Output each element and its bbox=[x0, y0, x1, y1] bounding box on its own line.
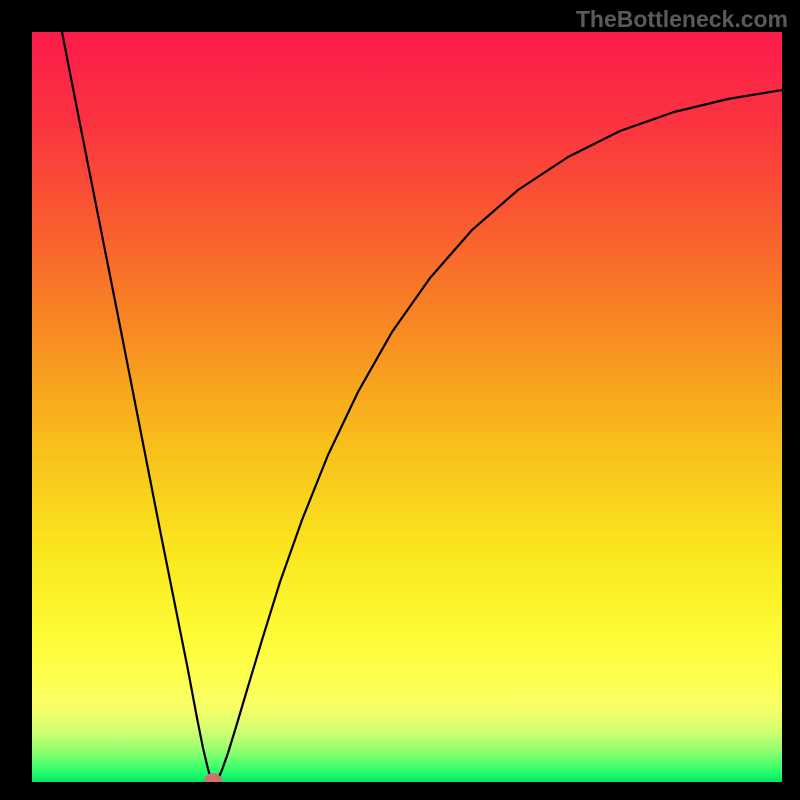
bottleneck-chart: TheBottleneck.com bbox=[0, 0, 800, 800]
curve-layer bbox=[0, 0, 800, 800]
frame-border-bottom bbox=[0, 782, 800, 800]
watermark-text: TheBottleneck.com bbox=[576, 6, 788, 33]
frame-border-left bbox=[0, 0, 32, 800]
bottleneck-curve bbox=[62, 32, 782, 782]
frame-border-right bbox=[782, 0, 800, 800]
